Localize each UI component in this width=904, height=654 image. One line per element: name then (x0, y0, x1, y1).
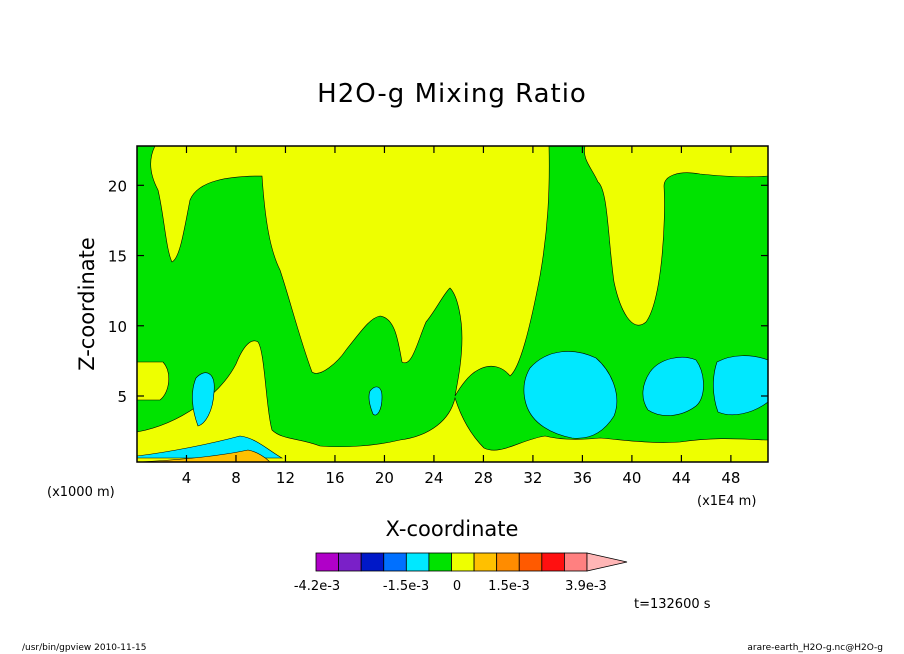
contour-region (584, 146, 768, 326)
x-tick-label: 48 (721, 469, 740, 487)
x-tick-label: 24 (424, 469, 443, 487)
x-tick-label: 40 (622, 469, 641, 487)
y-axis: 5 10 15 20 (108, 177, 768, 406)
y-tick-label: 20 (108, 177, 127, 195)
chart-title: H2O-g Mixing Ratio (317, 79, 587, 109)
colorbar-labels: -4.2e-3 -1.5e-3 0 1.5e-3 3.9e-3 (294, 579, 607, 594)
y-tick-label: 10 (108, 318, 127, 336)
contour-region (523, 351, 618, 439)
colorbar-swatch (564, 552, 588, 572)
colorbar-swatch (360, 552, 385, 572)
x-tick-label: 4 (182, 469, 192, 487)
x-tick-label: 8 (231, 469, 241, 487)
colorbar-swatch (383, 552, 407, 572)
x-tick-label: 12 (276, 469, 295, 487)
colorbar-swatch (473, 552, 498, 572)
footer-right: arare-earth_H2O-g.nc@H2O-g (747, 643, 883, 653)
contour-region (150, 146, 550, 397)
x-axis: 4 8 12 16 20 24 28 32 36 40 44 48 (182, 146, 740, 487)
x-axis-title: X-coordinate (386, 517, 519, 541)
colorbar (315, 552, 628, 572)
colorbar-swatch (496, 552, 520, 572)
colorbar-swatch (315, 552, 339, 572)
footer-left: /usr/bin/gpview 2010-11-15 (22, 643, 146, 653)
plot-frame (136, 145, 769, 463)
y-axis-title: Z-coordinate (75, 237, 99, 371)
x-tick-label: 16 (325, 469, 344, 487)
x-tick-label: 32 (523, 469, 542, 487)
contour-region (137, 449, 271, 462)
contour-region (713, 355, 768, 415)
colorbar-swatch (405, 552, 430, 572)
x-tick-label: 28 (474, 469, 493, 487)
y-tick-label: 15 (108, 248, 127, 266)
colorbar-swatch (451, 552, 475, 572)
x-tick-label: 36 (573, 469, 592, 487)
time-label: t=132600 s (634, 597, 711, 612)
colorbar-swatch (428, 552, 452, 572)
x-unit-right: (x1E4 m) (697, 494, 756, 509)
colorbar-swatch (541, 552, 565, 572)
contour-region (642, 357, 704, 416)
contour-region (192, 372, 215, 427)
contour-field (137, 146, 768, 462)
colorbar-swatch (518, 552, 543, 572)
y-tick-label: 5 (117, 388, 127, 406)
colorbar-arrow (586, 552, 628, 572)
colorbar-label: 3.9e-3 (565, 579, 607, 594)
x-unit-left: (x1000 m) (47, 485, 115, 500)
x-tick-label: 20 (375, 469, 394, 487)
colorbar-label: -4.2e-3 (294, 579, 340, 594)
contour-region (368, 386, 383, 416)
contour-region (137, 361, 169, 401)
colorbar-label: 1.5e-3 (488, 579, 530, 594)
colorbar-label: 0 (453, 579, 461, 594)
x-tick-label: 44 (672, 469, 691, 487)
colorbar-label: -1.5e-3 (383, 579, 429, 594)
colorbar-swatch (338, 552, 362, 572)
